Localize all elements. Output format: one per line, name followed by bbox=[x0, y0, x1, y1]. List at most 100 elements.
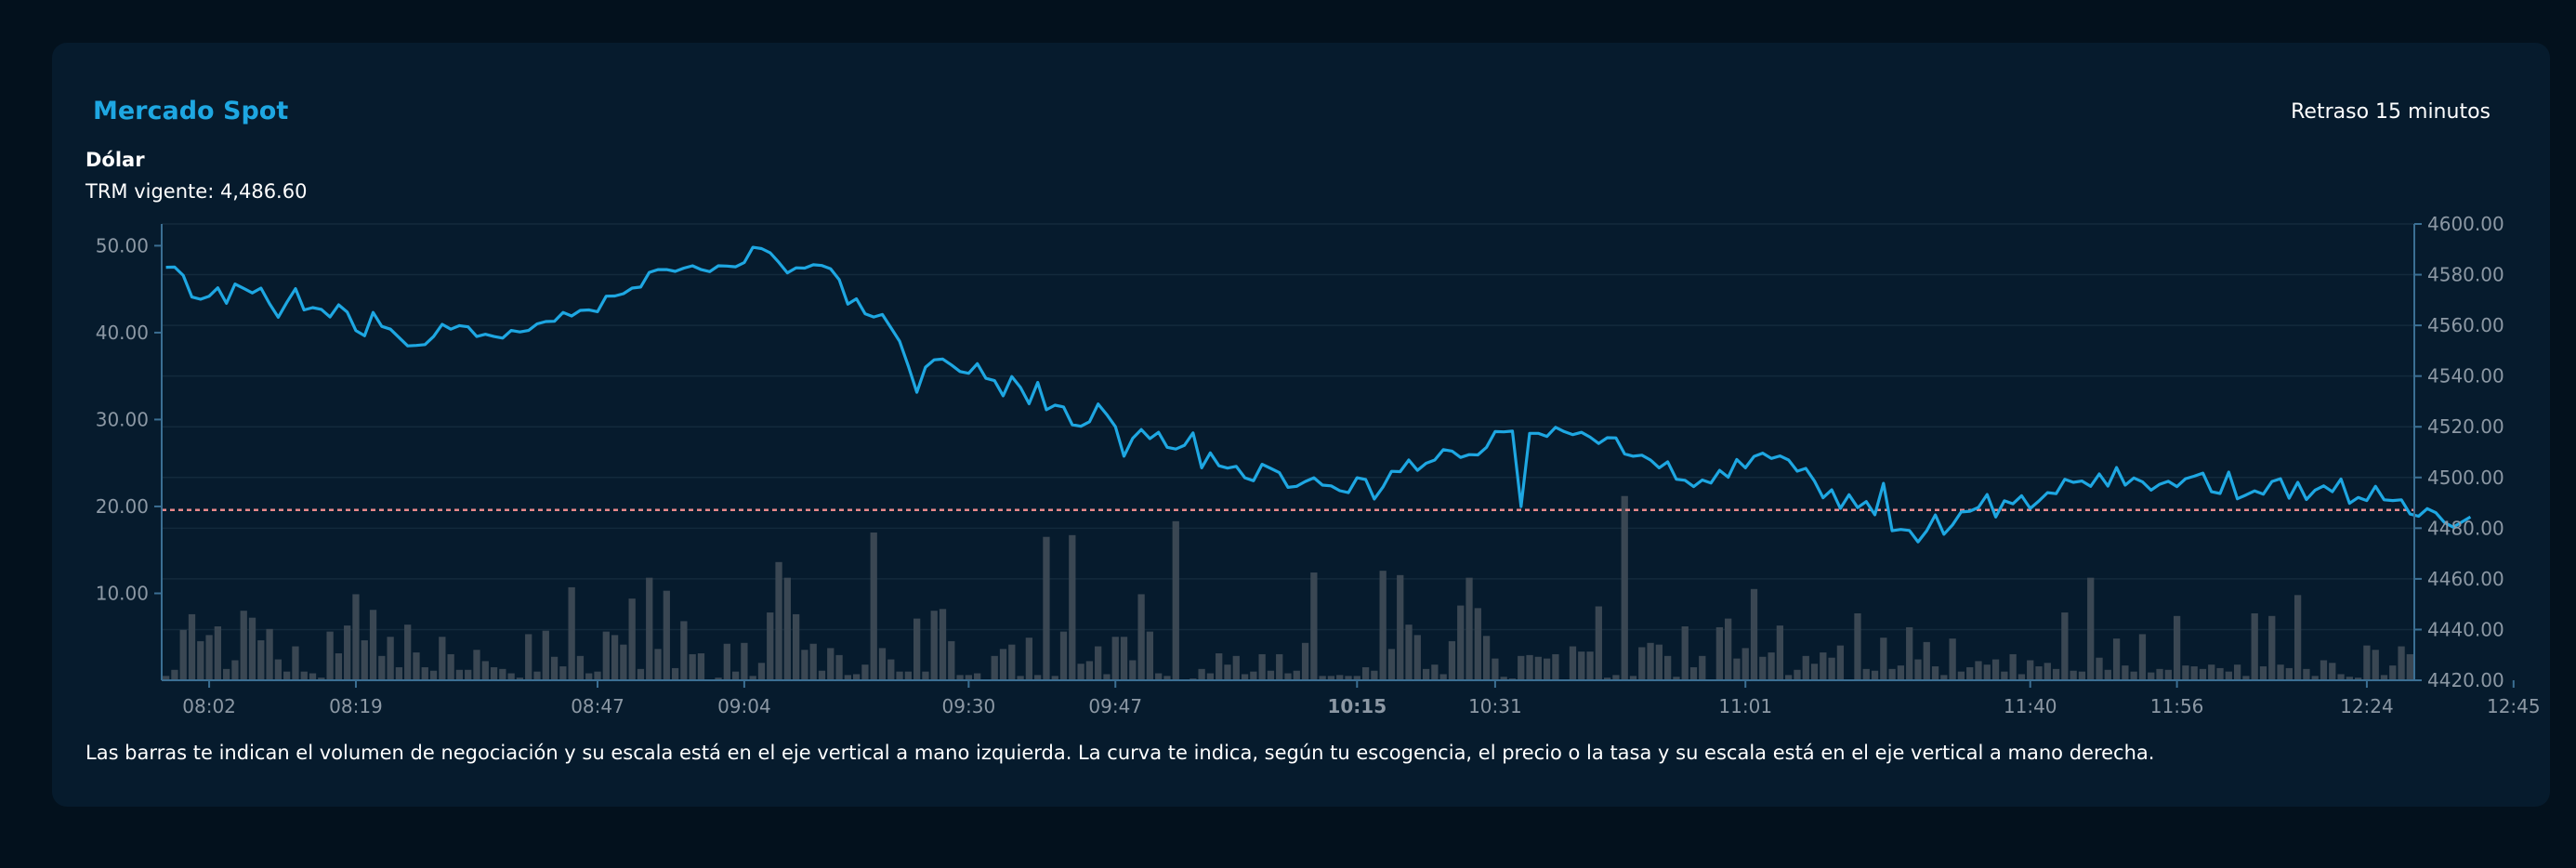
volume-bar bbox=[1267, 670, 1275, 680]
volume-bar bbox=[1336, 675, 1344, 680]
volume-bar bbox=[594, 671, 601, 680]
volume-bar bbox=[930, 611, 938, 680]
volume-bar bbox=[188, 613, 196, 680]
volume-bar bbox=[1828, 657, 1835, 680]
volume-bar bbox=[1276, 653, 1283, 680]
volume-bar bbox=[697, 653, 705, 680]
delay-status: Retraso 15 minutos bbox=[2291, 100, 2491, 124]
volume-bar bbox=[1820, 652, 1827, 680]
volume-bar bbox=[1120, 637, 1128, 680]
volume-bar bbox=[913, 618, 921, 680]
volume-bar bbox=[1569, 646, 1577, 680]
x-tick-label: 09:47 bbox=[1088, 695, 1142, 717]
volume-bar bbox=[1224, 664, 1231, 680]
volume-bar bbox=[741, 642, 748, 680]
x-tick-label: 11:01 bbox=[1718, 695, 1772, 717]
volume-bar bbox=[783, 577, 791, 680]
volume-bar bbox=[663, 590, 670, 680]
volume-bar bbox=[205, 635, 213, 680]
volume-bar bbox=[2406, 653, 2413, 680]
volume-bar bbox=[1206, 673, 1215, 680]
volume-bar bbox=[266, 628, 273, 680]
volume-bar bbox=[2233, 664, 2241, 680]
x-tick-label: 12:45 bbox=[2487, 695, 2541, 717]
volume-bar bbox=[2190, 666, 2198, 680]
volume-bar bbox=[1137, 594, 1145, 680]
volume-bar bbox=[1361, 666, 1370, 680]
volume-bar bbox=[1518, 655, 1525, 680]
volume-bar bbox=[499, 668, 506, 680]
volume-bar bbox=[1397, 574, 1404, 680]
volume-bar bbox=[2380, 675, 2388, 680]
left-tick-label: 20.00 bbox=[96, 495, 149, 518]
volume-bar bbox=[628, 598, 636, 680]
volume-bar bbox=[948, 640, 955, 680]
volume-bars bbox=[163, 495, 2413, 680]
volume-bar bbox=[439, 637, 446, 680]
volume-bar bbox=[637, 668, 645, 680]
volume-bar bbox=[2259, 666, 2267, 680]
volume-bar bbox=[171, 669, 178, 680]
volume-bar bbox=[326, 631, 334, 680]
volume-bar bbox=[274, 659, 283, 680]
volume-bar bbox=[767, 612, 774, 680]
volume-bar bbox=[1379, 571, 1387, 680]
volume-bar bbox=[731, 671, 740, 680]
volume-bar bbox=[516, 677, 524, 680]
asset-name: Dólar bbox=[85, 149, 145, 171]
volume-bar bbox=[507, 673, 515, 680]
right-tick-label: 4520.00 bbox=[2427, 415, 2504, 438]
volume-bar bbox=[490, 666, 498, 680]
volume-bar bbox=[2311, 676, 2319, 680]
volume-bar bbox=[568, 586, 575, 680]
volume-bar bbox=[2164, 669, 2172, 680]
volume-bar bbox=[1923, 641, 1930, 680]
volume-bar bbox=[749, 676, 756, 680]
volume-bar bbox=[896, 671, 903, 680]
volume-bar bbox=[956, 675, 964, 680]
volume-bar bbox=[1543, 658, 1551, 680]
volume-bar bbox=[602, 631, 610, 680]
volume-bar bbox=[1353, 676, 1360, 680]
volume-bar bbox=[689, 653, 696, 680]
volume-bar bbox=[421, 666, 428, 680]
volume-bar bbox=[1431, 664, 1439, 680]
volume-bar bbox=[1526, 654, 1533, 680]
volume-bar bbox=[723, 643, 730, 680]
volume-bar bbox=[1051, 676, 1058, 680]
right-axis-ticks: 4420.00 4440.00 4460.00 4480.00 4500.00 4520.… bbox=[2414, 213, 2504, 691]
volume-bar bbox=[715, 677, 722, 680]
volume-bar bbox=[163, 676, 170, 680]
volume-bar bbox=[2268, 615, 2276, 680]
volume-bar bbox=[801, 650, 808, 680]
volume-bar bbox=[2112, 638, 2121, 680]
volume-bar bbox=[2242, 676, 2250, 680]
volume-bar bbox=[2070, 670, 2077, 680]
x-tick-label: 11:56 bbox=[2150, 695, 2204, 717]
volume-bar bbox=[1681, 626, 1689, 680]
volume-bar bbox=[1258, 653, 1266, 680]
x-axis-ticks: 08:02 08:19 08:47 09:04 09:30 09:47 10:15 10:31… bbox=[182, 680, 2541, 717]
volume-bar bbox=[1638, 647, 1646, 680]
volume-bar bbox=[2346, 677, 2353, 680]
volume-bar bbox=[1647, 642, 1654, 680]
volume-bar bbox=[1017, 676, 1024, 680]
volume-bar bbox=[1250, 671, 1257, 680]
volume-bar bbox=[2173, 615, 2181, 680]
volume-bar bbox=[1025, 638, 1033, 680]
volume-bar bbox=[378, 655, 386, 680]
volume-bar bbox=[1552, 653, 1559, 680]
volume-bar bbox=[671, 667, 679, 680]
volume-bar bbox=[1931, 666, 1939, 680]
volume-bar bbox=[387, 637, 394, 680]
volume-bar bbox=[240, 611, 247, 680]
volume-bar bbox=[1785, 675, 1793, 680]
volume-bar bbox=[1897, 665, 1905, 680]
volume-bar bbox=[2303, 668, 2310, 680]
volume-bar bbox=[1854, 612, 1861, 680]
volume-bar bbox=[1621, 495, 1628, 680]
page-title: Mercado Spot bbox=[93, 97, 289, 125]
volume-bar bbox=[1043, 536, 1050, 680]
volume-bar bbox=[1155, 673, 1163, 680]
volume-bar bbox=[1862, 668, 1870, 680]
